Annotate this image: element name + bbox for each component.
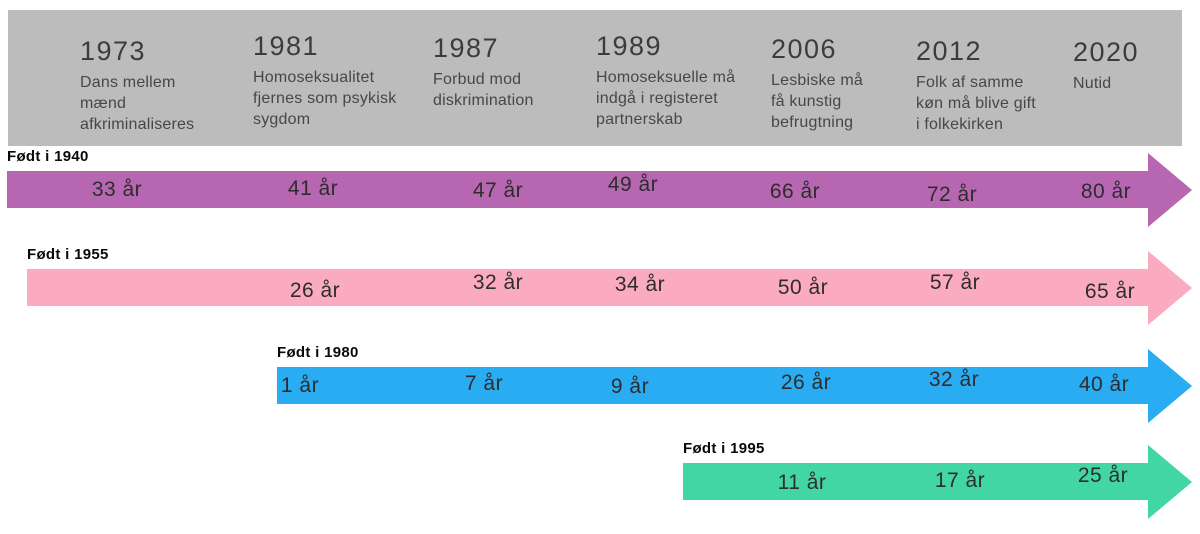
event-description: Forbud mod diskrimination bbox=[433, 70, 534, 109]
age-label: 9 år bbox=[610, 375, 650, 398]
age-label: 11 år bbox=[777, 471, 827, 494]
age-label: 66 år bbox=[769, 180, 821, 203]
age-label: 1 år bbox=[280, 374, 320, 397]
age-label: 33 år bbox=[91, 178, 143, 201]
born-year-label: Født i 1995 bbox=[683, 440, 765, 457]
event-column-1973: 1973 Dans mellem mænd afkriminaliseres bbox=[80, 36, 205, 135]
age-label: 47 år bbox=[472, 179, 524, 202]
arrow-head-icon bbox=[1148, 444, 1192, 519]
event-description: Homoseksualitet fjernes som psykisk sygd… bbox=[253, 68, 397, 129]
arrow-head-icon bbox=[1148, 348, 1192, 423]
age-label: 25 år bbox=[1077, 464, 1129, 487]
age-label: 32 år bbox=[928, 368, 980, 391]
event-year: 1981 bbox=[253, 31, 320, 61]
arrow-head-icon bbox=[1148, 152, 1192, 227]
event-description: Folk af samme køn må blive gift i folkek… bbox=[916, 73, 1036, 134]
event-year: 1987 bbox=[433, 33, 500, 63]
event-column-1981: 1981 Homoseksualitet fjernes som psykisk … bbox=[253, 31, 408, 130]
age-label: 32 år bbox=[472, 271, 524, 294]
age-label: 17 år bbox=[934, 469, 986, 492]
event-column-2012: 2012 Folk af samme køn må blive gift i fo… bbox=[916, 36, 1044, 135]
event-year: 2006 bbox=[771, 34, 838, 64]
event-description: Nutid bbox=[1073, 74, 1112, 92]
age-label: 34 år bbox=[614, 273, 666, 296]
event-description: Lesbiske må få kunstig befrugtning bbox=[771, 71, 864, 132]
arrow-head-icon bbox=[1148, 250, 1192, 325]
event-year: 2012 bbox=[916, 36, 983, 66]
event-year: 1989 bbox=[596, 31, 663, 61]
age-label: 57 år bbox=[929, 271, 981, 294]
event-column-1989: 1989 Homoseksuelle må indgå i registeret … bbox=[596, 31, 746, 130]
age-label: 80 år bbox=[1080, 180, 1132, 203]
timeline-arrow-bar bbox=[277, 367, 1148, 404]
event-year: 2020 bbox=[1073, 37, 1140, 67]
age-label: 7 år bbox=[464, 372, 504, 395]
age-label: 26 år bbox=[289, 279, 341, 302]
event-description: Homoseksuelle må indgå i registeret part… bbox=[596, 68, 736, 129]
timeline-arrow-bar bbox=[27, 269, 1148, 306]
age-label: 40 år bbox=[1078, 373, 1130, 396]
event-column-2006: 2006 Lesbiske må få kunstig befrugtning bbox=[771, 34, 871, 133]
born-year-label: Født i 1980 bbox=[277, 344, 359, 361]
timeline-arrow-bar bbox=[683, 463, 1148, 500]
event-column-2020: 2020 Nutid bbox=[1073, 37, 1158, 94]
age-label: 72 år bbox=[926, 183, 978, 206]
event-year: 1973 bbox=[80, 36, 147, 66]
event-description: Dans mellem mænd afkriminaliseres bbox=[80, 73, 195, 134]
age-label: 49 år bbox=[607, 173, 659, 196]
age-label: 50 år bbox=[777, 276, 829, 299]
born-year-label: Født i 1955 bbox=[27, 246, 109, 263]
timeline-arrow-bar bbox=[7, 171, 1148, 208]
event-column-1987: 1987 Forbud mod diskrimination bbox=[433, 33, 558, 111]
age-label: 65 år bbox=[1084, 280, 1136, 303]
timeline-header: 1973 Dans mellem mænd afkriminaliseres 198… bbox=[8, 10, 1182, 146]
age-label: 41 år bbox=[287, 177, 339, 200]
born-year-label: Født i 1940 bbox=[7, 148, 89, 165]
age-label: 26 år bbox=[780, 371, 832, 394]
